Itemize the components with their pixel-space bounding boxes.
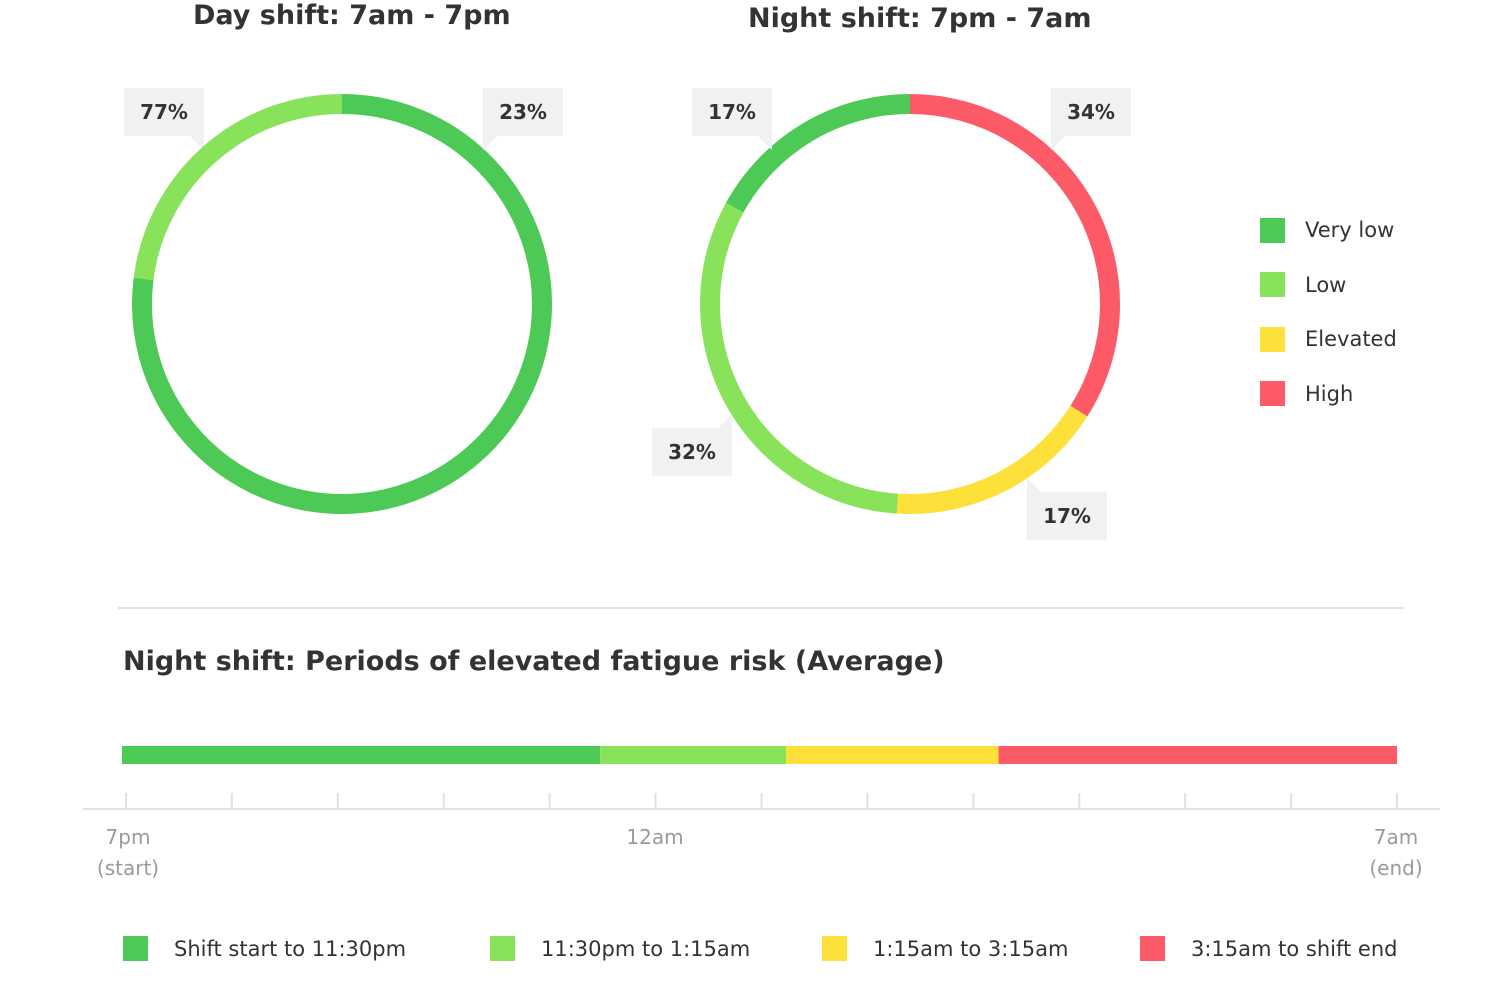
day-shift-title: Day shift: 7am - 7pm <box>193 0 511 31</box>
legend-item-elevated: Elevated <box>1260 325 1397 353</box>
legend-swatch-very-low <box>1260 217 1285 243</box>
tick-label-start: 7pm (start) <box>97 822 159 884</box>
night-shift-title: Night shift: 7pm - 7am <box>748 3 1092 34</box>
day-shift-donut: 77% 23% <box>124 88 563 514</box>
tick-label-midnight: 12am <box>626 822 683 853</box>
data-label: 17% <box>708 100 756 124</box>
donut-slice-low <box>133 94 343 281</box>
callout-box <box>692 88 772 150</box>
legend-label: Very low <box>1305 218 1395 242</box>
legend-item-low: Low <box>1260 271 1397 299</box>
data-label: 34% <box>1067 100 1115 124</box>
legend-label: Elevated <box>1305 327 1397 351</box>
timeline-legend-label: 1:15am to 3:15am <box>873 936 1069 961</box>
timeline-legend-item: 3:15am to shift end <box>1140 936 1398 961</box>
data-label: 32% <box>668 440 716 464</box>
tick-label-line: (end) <box>1369 856 1423 880</box>
timeline-legend-label: 11:30pm to 1:15am <box>541 936 751 961</box>
timeline-segment <box>600 746 787 764</box>
callout-box <box>124 88 204 150</box>
timeline-legend-swatch <box>490 936 515 961</box>
timeline-legend-item: 11:30pm to 1:15am <box>490 936 750 961</box>
timeline-legend-item: Shift start to 11:30pm <box>123 936 406 961</box>
timeline-legend-swatch <box>123 936 148 961</box>
legend-swatch-elevated <box>1260 326 1285 352</box>
legend-label: Low <box>1305 272 1347 297</box>
timeline-segment <box>998 746 1397 764</box>
data-label: 17% <box>1043 504 1091 528</box>
timeline-legend-swatch <box>1140 936 1165 961</box>
tick-label-line: 7am <box>1373 825 1419 849</box>
timeline-chart <box>83 746 1440 810</box>
timeline-legend-label: 3:15am to shift end <box>1191 936 1398 961</box>
night-shift-donut: 34% 17% 32% 17% <box>652 88 1131 540</box>
legend-label: High <box>1305 381 1354 406</box>
callout-box <box>483 88 563 150</box>
tick-label-line: (start) <box>96 856 160 880</box>
donut-slice-high <box>909 94 1120 417</box>
legend-item-very-low: Very low <box>1260 216 1397 244</box>
callout-box <box>1027 478 1107 540</box>
timeline-segment <box>122 746 601 764</box>
donut-slice-elevated <box>896 405 1088 514</box>
timeline-legend-swatch <box>822 936 847 961</box>
timeline-legend-item: 1:15am to 3:15am <box>822 936 1068 961</box>
tick-label-line: 7pm <box>105 825 151 849</box>
legend-swatch-low <box>1260 272 1285 297</box>
donut-slice-low <box>700 202 899 514</box>
donut-slice-very-low <box>132 94 552 514</box>
data-label: 77% <box>140 100 188 124</box>
legend-swatch-high <box>1260 381 1285 406</box>
risk-legend: Very low Low Elevated High <box>1260 216 1397 434</box>
data-label: 23% <box>499 100 547 124</box>
timeline-title: Night shift: Periods of elevated fatigue… <box>123 646 945 677</box>
callout-box <box>1051 88 1131 150</box>
tick-label-end: 7am (end) <box>1369 822 1422 884</box>
legend-item-high: High <box>1260 380 1397 408</box>
tick-label-line: 12am <box>626 825 684 849</box>
donut-slice-very-low <box>725 94 911 213</box>
timeline-legend-label: Shift start to 11:30pm <box>174 936 407 961</box>
timeline-segment <box>786 746 999 764</box>
callout-box <box>652 414 732 476</box>
